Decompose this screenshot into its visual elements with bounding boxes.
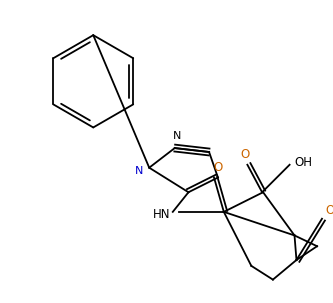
Text: O: O: [241, 148, 250, 161]
Text: O: O: [213, 161, 222, 174]
Text: N: N: [135, 166, 144, 176]
Text: N: N: [172, 131, 181, 141]
Text: O: O: [325, 205, 333, 217]
Text: HN: HN: [153, 208, 171, 221]
Text: OH: OH: [294, 156, 312, 169]
